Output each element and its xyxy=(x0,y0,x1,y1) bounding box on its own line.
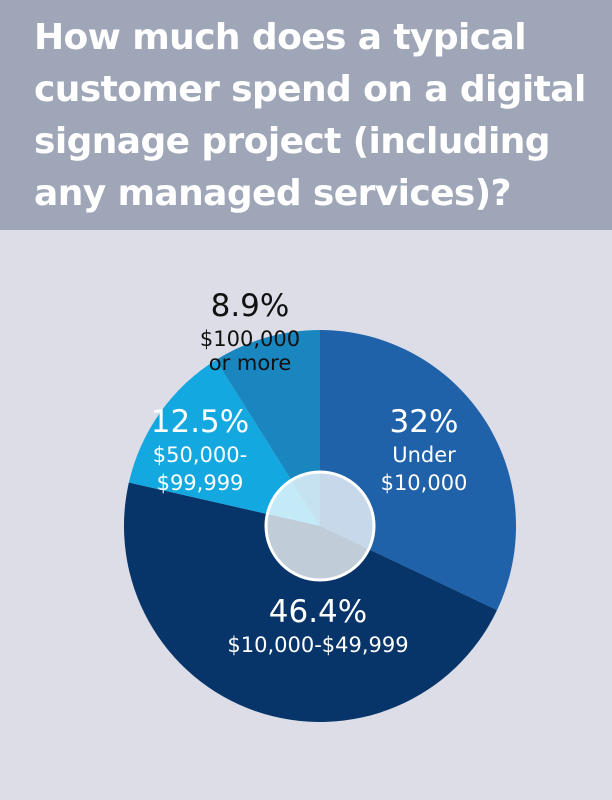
center-hole-tint xyxy=(267,480,320,526)
slice-percent-label: 32% xyxy=(390,404,459,440)
center-hole-tint xyxy=(291,472,320,526)
slice-category-label: $10,000-$49,999 xyxy=(227,633,408,657)
chart-title: How much does a typical customer spend o… xyxy=(34,17,586,214)
title-banner: How much does a typical customer spend o… xyxy=(0,0,612,230)
pie-slice xyxy=(123,482,498,723)
pie-labels: 32% Under $10,000 46.4% $10,000-$49,999 12.5%… xyxy=(151,288,468,657)
slice-category-label: $50,000- xyxy=(153,443,247,467)
slice-category-label: $100,000 xyxy=(200,327,300,351)
center-hole-ring xyxy=(264,470,376,582)
slice-category-label: or more xyxy=(209,351,292,375)
slice-category-label: $99,999 xyxy=(157,471,244,495)
center-hole xyxy=(264,470,376,582)
pie-slice xyxy=(128,359,320,526)
slice-percent-label: 12.5% xyxy=(151,404,249,440)
slice-label: 46.4% $10,000-$49,999 xyxy=(227,594,408,657)
slice-label: 12.5% $50,000- $99,999 xyxy=(151,404,249,495)
slice-percent-label: 8.9% xyxy=(211,288,290,324)
slice-category-label: Under xyxy=(392,443,456,467)
slice-label: 32% Under $10,000 xyxy=(381,404,468,495)
center-hole-background xyxy=(266,472,374,580)
pie-slices xyxy=(123,330,517,723)
slice-percent-label: 46.4% xyxy=(269,594,367,630)
center-hole-tint xyxy=(265,514,369,581)
slice-category-label: $10,000 xyxy=(381,471,468,495)
